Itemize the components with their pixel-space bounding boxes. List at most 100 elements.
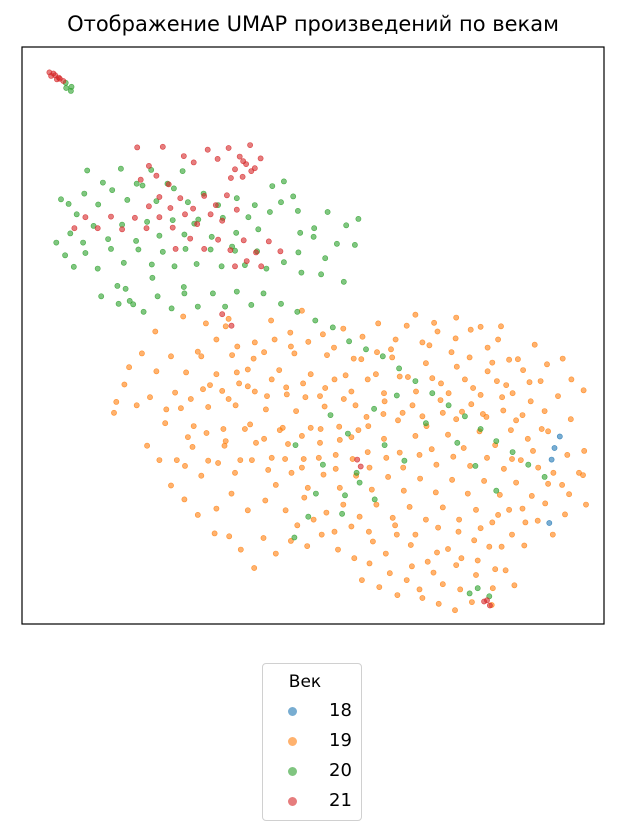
point-20-51 xyxy=(233,229,240,236)
point-20-45 xyxy=(156,232,163,239)
point-19-114 xyxy=(404,374,411,380)
point-19-233 xyxy=(348,523,355,530)
point-20-46 xyxy=(169,217,176,223)
point-20-49 xyxy=(208,233,215,240)
point-19-113 xyxy=(422,360,429,367)
point-19-215 xyxy=(248,457,255,463)
point-20-23 xyxy=(218,263,225,270)
point-19-171 xyxy=(300,456,307,462)
point-20-131 xyxy=(297,229,304,236)
point-20-66 xyxy=(65,200,72,207)
point-20-5 xyxy=(280,178,287,185)
point-19-63 xyxy=(335,546,341,553)
point-20-18 xyxy=(280,259,287,266)
point-19-4 xyxy=(234,343,241,350)
point-20-89 xyxy=(329,324,336,331)
point-19-49 xyxy=(502,567,509,574)
point-21-42 xyxy=(94,225,101,232)
point-19-111 xyxy=(453,363,460,370)
point-19-274 xyxy=(466,354,473,361)
point-19-38 xyxy=(495,512,501,518)
point-19-216 xyxy=(232,469,238,476)
point-21-14 xyxy=(227,175,234,181)
point-19-181 xyxy=(288,469,295,476)
point-19-99 xyxy=(468,401,475,408)
legend-label-21: 21 xyxy=(329,790,352,811)
point-19-293 xyxy=(550,469,557,476)
point-20-55 xyxy=(233,195,240,202)
point-19-197 xyxy=(545,480,551,487)
point-21-29 xyxy=(212,202,219,208)
point-20-97 xyxy=(461,413,468,420)
point-19-196 xyxy=(528,492,535,499)
point-20-83 xyxy=(233,288,240,295)
point-19-129 xyxy=(168,353,174,360)
point-19-12 xyxy=(375,320,382,327)
point-20-114 xyxy=(393,392,400,399)
point-19-62 xyxy=(351,555,358,562)
point-19-224 xyxy=(389,514,396,521)
point-21-62 xyxy=(159,143,166,150)
point-19-35 xyxy=(534,517,541,524)
point-19-235 xyxy=(392,522,398,529)
point-19-17 xyxy=(452,335,459,342)
point-19-85 xyxy=(262,406,269,413)
point-21-23 xyxy=(145,203,152,210)
point-19-31 xyxy=(566,491,572,498)
point-19-322 xyxy=(355,427,362,433)
point-19-263 xyxy=(262,497,269,504)
point-20-82 xyxy=(222,303,228,310)
point-19-79 xyxy=(177,405,184,412)
point-20-128 xyxy=(180,284,187,290)
point-19-155 xyxy=(526,379,533,386)
legend-label-19: 19 xyxy=(329,730,352,751)
point-20-105 xyxy=(356,479,363,486)
point-19-26 xyxy=(580,387,587,394)
point-21-32 xyxy=(219,217,226,224)
point-19-226 xyxy=(422,516,429,523)
point-19-291 xyxy=(509,456,515,462)
point-21-35 xyxy=(182,211,188,218)
point-19-294 xyxy=(363,413,370,420)
point-21-46 xyxy=(187,235,194,242)
point-20-3 xyxy=(68,88,74,94)
point-19-205 xyxy=(416,451,423,458)
point-20-7 xyxy=(278,199,284,206)
point-20-120 xyxy=(305,513,312,520)
point-20-88 xyxy=(312,317,319,324)
point-21-22 xyxy=(257,155,264,162)
point-19-204 xyxy=(433,461,440,468)
point-19-16 xyxy=(434,328,441,335)
point-19-65 xyxy=(304,543,311,549)
point-20-68 xyxy=(100,179,106,186)
point-20-113 xyxy=(371,405,377,412)
point-19-178 xyxy=(189,443,196,450)
point-19-122 xyxy=(276,367,283,373)
point-19-320 xyxy=(317,426,324,432)
point-19-36 xyxy=(519,505,526,512)
point-20-111 xyxy=(327,412,334,418)
point-19-192 xyxy=(464,490,471,497)
point-19-76 xyxy=(156,457,163,463)
point-19-69 xyxy=(251,565,258,571)
point-19-314 xyxy=(203,430,210,436)
point-19-203 xyxy=(450,453,457,460)
point-19-156 xyxy=(545,428,551,435)
point-19-236 xyxy=(412,531,419,538)
point-19-302 xyxy=(519,412,526,418)
point-19-297 xyxy=(419,413,426,420)
point-21-8 xyxy=(232,166,238,173)
point-20-106 xyxy=(371,496,378,503)
point-19-143 xyxy=(331,376,338,383)
point-19-59 xyxy=(393,531,400,538)
point-19-101 xyxy=(499,394,505,401)
point-19-249 xyxy=(408,563,415,570)
point-20-12 xyxy=(355,215,362,222)
point-19-208 xyxy=(366,464,373,471)
point-19-20 xyxy=(498,323,504,330)
point-19-154 xyxy=(509,390,516,397)
point-19-242 xyxy=(542,500,549,507)
point-20-133 xyxy=(122,285,129,292)
point-20-119 xyxy=(291,534,298,541)
point-19-300 xyxy=(479,411,486,417)
